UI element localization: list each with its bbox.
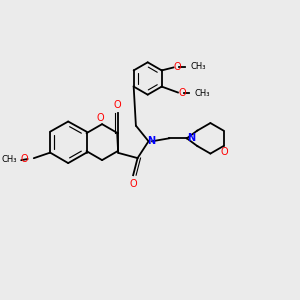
Text: CH₃: CH₃	[195, 89, 211, 98]
Text: O: O	[97, 113, 104, 123]
Text: O: O	[129, 179, 137, 189]
Text: O: O	[21, 154, 28, 164]
Text: O: O	[114, 100, 122, 110]
Text: O: O	[221, 147, 228, 158]
Text: O: O	[174, 62, 182, 72]
Text: N: N	[147, 136, 155, 146]
Text: O: O	[178, 88, 186, 98]
Text: N: N	[187, 133, 195, 143]
Text: CH₃: CH₃	[2, 155, 17, 164]
Text: CH₃: CH₃	[190, 62, 206, 71]
